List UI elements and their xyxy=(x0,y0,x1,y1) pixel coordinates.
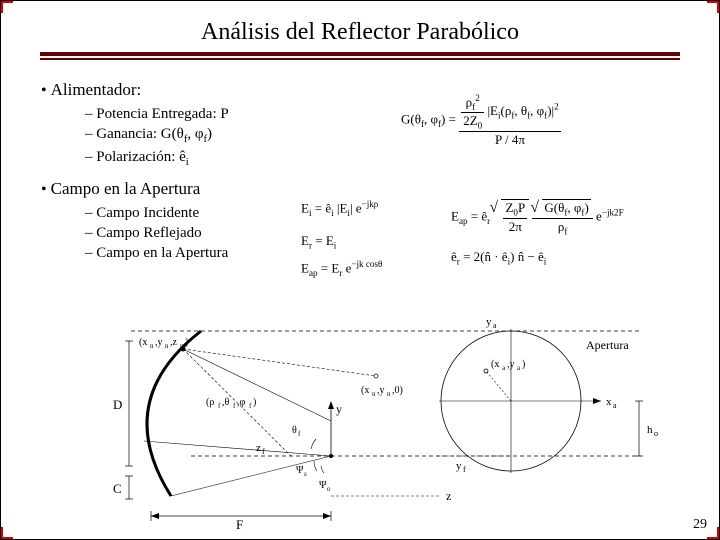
formula-Eap: Eap = êr Z0P2π G(θf, φf)ρf e−jk2F xyxy=(451,199,701,236)
svg-text:n: n xyxy=(150,342,154,350)
svg-text:z: z xyxy=(446,489,451,503)
diagram: (xn,yn,zn) D C zf θf Ψs Ψo y (ρf,θf,φf) … xyxy=(41,301,681,531)
svg-text:f: f xyxy=(298,430,301,438)
svg-text:y: y xyxy=(456,460,462,472)
sub-polarizacion: Polarización: êi xyxy=(85,147,679,170)
formula-Eap-short: Eap = Er e−jk cosθ xyxy=(301,259,451,278)
formula-er: êr = 2(n̂ · êi) n̂ − êi xyxy=(451,249,681,267)
svg-text:f: f xyxy=(218,402,221,410)
svg-text:f: f xyxy=(249,402,252,410)
svg-text:h: h xyxy=(647,424,653,436)
svg-text:x: x xyxy=(606,396,612,408)
svg-text:,y: ,y xyxy=(507,359,515,370)
svg-text:,θ: ,θ xyxy=(222,397,230,408)
svg-text:a: a xyxy=(613,401,617,410)
svg-text:f: f xyxy=(233,402,236,410)
svg-text:y: y xyxy=(336,402,342,416)
svg-text:Apertura: Apertura xyxy=(586,338,629,352)
svg-text:,y: ,y xyxy=(377,385,385,396)
svg-text:,z: ,z xyxy=(170,337,178,348)
svg-text:(x: (x xyxy=(139,337,147,348)
svg-text:n: n xyxy=(387,390,391,398)
svg-text:(ρ: (ρ xyxy=(206,397,214,408)
svg-text:,y: ,y xyxy=(155,337,163,348)
svg-text:C: C xyxy=(113,481,122,496)
svg-text:a: a xyxy=(493,321,497,330)
formula-gain: G(θf, φf) = ρf22Z0 |Ei(ρf, θf, φf)|2 P /… xyxy=(401,93,631,148)
svg-text:a: a xyxy=(502,364,506,372)
svg-text:o: o xyxy=(654,429,658,438)
svg-text:a: a xyxy=(517,364,521,372)
svg-text:Ψ: Ψ xyxy=(296,465,304,476)
svg-text:s: s xyxy=(304,470,307,478)
bullet-campo: Campo en la Apertura xyxy=(41,179,679,199)
svg-text:F: F xyxy=(236,517,243,531)
svg-text:y: y xyxy=(486,316,492,328)
svg-text:D: D xyxy=(113,397,122,412)
svg-text:): ) xyxy=(185,337,188,348)
svg-text:): ) xyxy=(522,359,525,370)
formula-Ei: Ei = êi |Ei| e−jkρ xyxy=(301,199,431,218)
formula-Er: Er = Ei xyxy=(301,233,431,251)
svg-text:n: n xyxy=(372,390,376,398)
svg-text:n: n xyxy=(180,342,184,350)
svg-text:(x: (x xyxy=(491,359,499,370)
svg-text:): ) xyxy=(253,397,256,408)
svg-text:,0): ,0) xyxy=(392,385,403,396)
svg-text:f: f xyxy=(463,465,466,474)
svg-text:o: o xyxy=(327,485,331,493)
svg-text:θ: θ xyxy=(292,425,297,436)
svg-text:Ψ: Ψ xyxy=(319,480,327,491)
slide-title: Análisis del Reflector Parabólico xyxy=(1,1,719,52)
page-number: 29 xyxy=(693,517,707,533)
svg-text:(x: (x xyxy=(361,385,369,396)
svg-text:f: f xyxy=(262,447,265,456)
svg-text:n: n xyxy=(165,342,169,350)
title-underline xyxy=(40,52,680,56)
svg-text:,φ: ,φ xyxy=(237,397,246,408)
svg-text:z: z xyxy=(256,442,261,454)
